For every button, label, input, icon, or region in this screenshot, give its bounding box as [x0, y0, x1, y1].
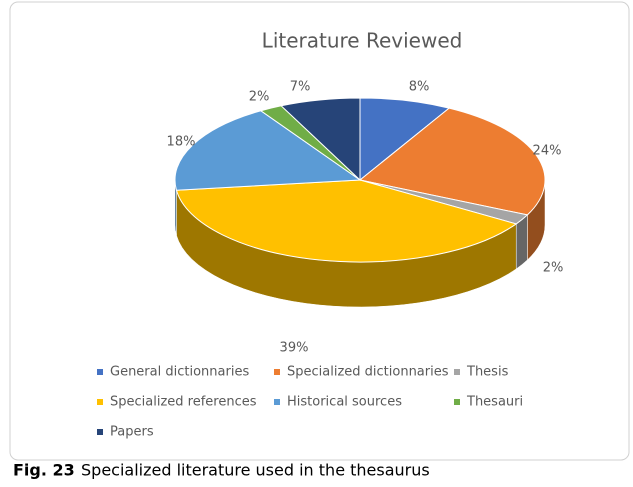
caption-text: Specialized literature used in the thesa… — [81, 461, 430, 480]
legend-label: Thesis — [466, 365, 509, 380]
pie-slice — [280, 97, 361, 182]
legend-label: Historical sources — [287, 395, 402, 410]
data-label: 2% — [249, 90, 270, 105]
legend-marker — [454, 399, 460, 405]
legend-label: Specialized dictionnaries — [287, 365, 449, 380]
legend-marker — [97, 429, 103, 435]
data-label: 39% — [280, 341, 309, 356]
data-label: 8% — [409, 80, 430, 95]
legend: General dictionnaries Specialized diction… — [97, 365, 523, 440]
pie-slice — [175, 179, 518, 263]
legend-label: General dictionnaries — [110, 365, 249, 380]
pie-slice — [359, 97, 451, 182]
legend-marker — [274, 399, 280, 405]
legend-marker — [274, 369, 280, 375]
caption-label: Fig. 23 — [13, 461, 75, 480]
legend-marker — [97, 399, 103, 405]
data-label: 18% — [167, 135, 196, 150]
data-label: 7% — [290, 80, 311, 95]
legend-label: Specialized references — [110, 395, 257, 410]
chart-title: Literature Reviewed — [262, 29, 463, 53]
data-label: 2% — [543, 261, 564, 276]
pie-slice — [174, 110, 362, 191]
legend-label: Papers — [110, 425, 154, 440]
legend-marker — [97, 369, 103, 375]
pie-slice — [358, 107, 546, 216]
legend-marker — [454, 369, 460, 375]
legend-label: Thesauri — [466, 395, 523, 410]
pie: 8% 24% 2% 39% 18% 2% 7% — [167, 80, 564, 356]
data-label: 24% — [533, 144, 562, 159]
